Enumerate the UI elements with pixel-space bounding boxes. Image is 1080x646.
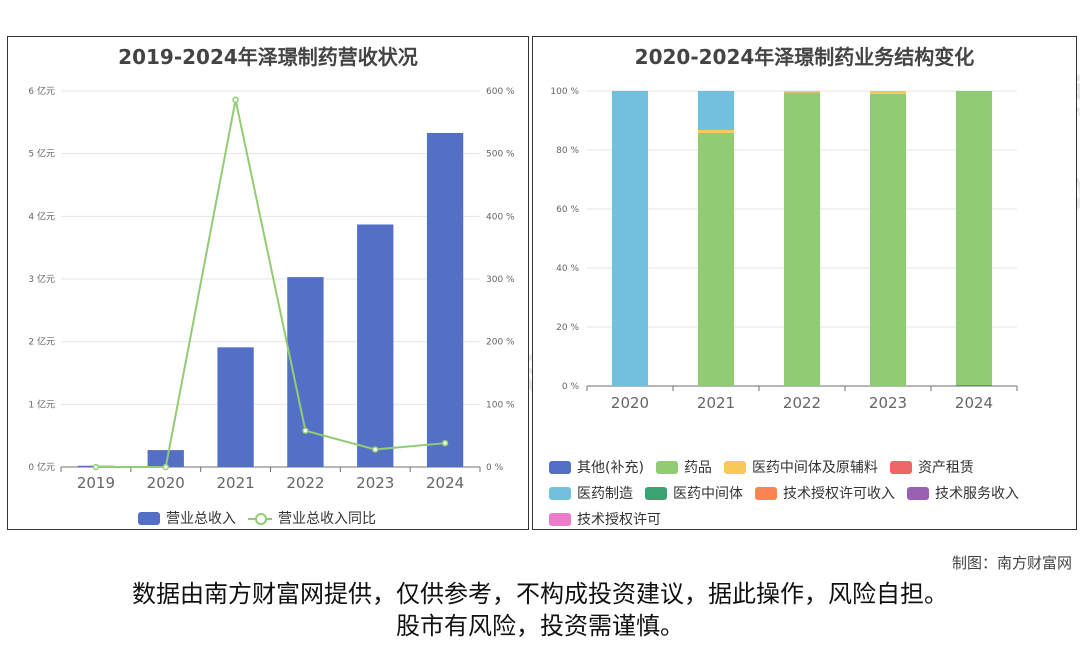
legend-row: 医药制造 医药中间体 技术授权许可收入 技术服务收入	[549, 483, 1031, 503]
legend-row: 技术授权许可	[549, 509, 673, 529]
legend-label: 营业总收入	[166, 511, 236, 527]
bar-segment	[697, 129, 735, 133]
line-revenue-yoy	[95, 99, 446, 468]
legend-swatch	[755, 486, 777, 500]
y-right-tick-label: 0 %	[486, 463, 504, 473]
x-tick-label: 2020	[611, 394, 649, 412]
disclaimer-line: 股市有风险，投资需谨慎。	[396, 612, 684, 640]
legend-item[interactable]: 其他(补充)	[549, 457, 644, 477]
legend-label: 医药制造	[577, 486, 633, 502]
legend-swatch	[723, 460, 746, 474]
x-tick-label: 2023	[356, 474, 394, 492]
legend-item[interactable]: 医药中间体及原辅料	[723, 457, 878, 477]
legend-label: 资产租赁	[917, 460, 974, 476]
x-tick-label: 2024	[955, 394, 993, 412]
y-tick-label: 60 %	[556, 205, 579, 215]
legend-item-revenue[interactable]: 营业总收入	[138, 508, 236, 528]
bar-segment	[783, 92, 821, 386]
y-left-tick-label: 6 亿元	[28, 85, 55, 97]
legend-item[interactable]: 药品	[655, 457, 712, 477]
legend-label: 营业总收入同比	[278, 511, 376, 527]
legend-swatch	[889, 460, 912, 474]
legend-item[interactable]: 技术服务收入	[907, 483, 1019, 503]
y-right-tick-label: 500 %	[486, 150, 515, 160]
chart-credit: 制图：南方财富网	[951, 554, 1072, 572]
legend-swatch	[549, 460, 571, 474]
bar-segment	[955, 91, 993, 386]
y-right-tick-label: 100 %	[486, 400, 515, 410]
x-tick-label: 2022	[783, 394, 821, 412]
point-revenue-yoy	[232, 96, 239, 104]
y-tick-label: 20 %	[556, 323, 579, 333]
legend-swatch	[138, 511, 160, 525]
legend-item[interactable]: 技术授权许可	[549, 509, 661, 529]
legend-swatch	[248, 512, 272, 525]
legend-swatch	[655, 460, 678, 474]
x-tick-label: 2022	[286, 474, 324, 492]
y-tick-label: 80 %	[556, 146, 579, 156]
bar-revenue	[426, 132, 464, 467]
revenue-chart: 0 亿元 1 亿元 2 亿元 3 亿元 4 亿元 5 亿元 6 亿元 0 % 100 % 200 …	[28, 85, 515, 492]
bar-segment	[869, 93, 907, 386]
legend-item[interactable]: 医药制造	[549, 483, 633, 503]
legend-item[interactable]: 技术授权许可收入	[755, 483, 895, 503]
y-right-tick-label: 600 %	[486, 87, 515, 97]
business-structure-chart: 0 % 20 % 40 % 60 % 80 % 100 % 2020 2021 2022 2023…	[550, 87, 1018, 412]
legend-swatch	[549, 512, 571, 526]
y-left-tick-label: 4 亿元	[28, 210, 55, 222]
y-left-tick-label: 3 亿元	[28, 273, 55, 285]
y-right-tick-label: 400 %	[486, 212, 515, 222]
legend-label: 药品	[683, 460, 712, 476]
legend-item[interactable]: 医药中间体	[645, 483, 743, 503]
legend-label: 其他(补充)	[577, 460, 644, 476]
x-tick-label: 2021	[697, 394, 735, 412]
business-structure-panel: 2020-2024年泽璟制药业务结构变化 0 % 20 % 40 % 60 % 80 %…	[532, 36, 1077, 530]
y-left-tick-label: 5 亿元	[28, 148, 55, 160]
legend-swatch	[645, 486, 667, 500]
y-right-tick-label: 300 %	[486, 275, 515, 285]
chart-title: 2020-2024年泽璟制药业务结构变化	[634, 45, 975, 69]
bar-segment	[697, 91, 735, 130]
bar-segment	[869, 91, 907, 94]
y-tick-label: 40 %	[556, 264, 579, 274]
disclaimer: 数据由南方财富网提供，仅供参考，不构成投资建议，据此操作，风险自担。 股市有风险…	[0, 578, 1080, 642]
y-left-tick-label: 1 亿元	[28, 398, 55, 410]
bar-segment	[955, 385, 993, 386]
legend: 营业总收入 营业总收入同比	[138, 508, 388, 528]
x-tick-label: 2024	[426, 474, 464, 492]
y-tick-label: 100 %	[550, 87, 579, 97]
bar-revenue	[217, 347, 254, 467]
x-tick-label: 2021	[216, 474, 254, 492]
y-right-tick-label: 200 %	[486, 338, 515, 348]
legend-label: 技术授权许可收入	[783, 486, 895, 502]
bar-segment	[697, 132, 735, 386]
revenue-chart-panel: 2019-2024年泽璟制药营收状况 0 亿元 1 亿元 2 亿元 3 亿元 4 亿元 5…	[7, 36, 529, 530]
legend-label: 技术授权许可	[577, 512, 661, 528]
legend-label: 医药中间体及原辅料	[751, 460, 878, 476]
x-tick-label: 2020	[147, 474, 185, 492]
point-revenue-yoy	[92, 463, 100, 471]
y-left-tick-label: 2 亿元	[28, 336, 55, 348]
y-left-tick-label: 0 亿元	[28, 461, 55, 473]
point-revenue-yoy	[372, 446, 379, 453]
legend-item-revenue-yoy[interactable]: 营业总收入同比	[248, 508, 376, 528]
bar-segment	[783, 91, 821, 93]
chart-title: 2019-2024年泽璟制药营收状况	[118, 45, 418, 69]
legend-label: 技术服务收入	[935, 486, 1019, 502]
point-revenue-yoy	[441, 439, 449, 447]
x-tick-label: 2023	[869, 394, 907, 412]
legend-swatch	[907, 486, 929, 500]
bar-revenue	[147, 450, 184, 467]
legend-swatch	[549, 486, 571, 500]
legend-row: 其他(补充) 药品 医药中间体及原辅料 资产租赁	[549, 457, 986, 477]
x-tick-label: 2019	[77, 474, 115, 492]
bar-segment	[611, 91, 649, 386]
point-revenue-yoy	[302, 427, 309, 434]
bar-revenue	[357, 224, 394, 467]
legend-label: 医药中间体	[673, 486, 743, 502]
disclaimer-line: 数据由南方财富网提供，仅供参考，不构成投资建议，据此操作，风险自担。	[132, 580, 948, 608]
point-revenue-yoy	[162, 463, 169, 471]
y-tick-label: 0 %	[562, 382, 580, 392]
legend-item[interactable]: 资产租赁	[889, 457, 974, 477]
